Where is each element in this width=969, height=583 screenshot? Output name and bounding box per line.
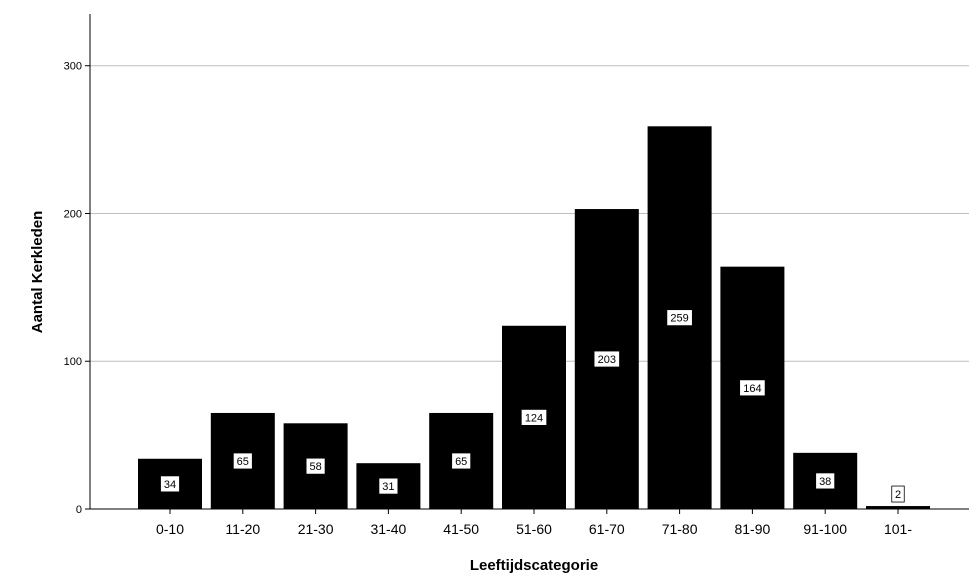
x-tick-label: 41-50 — [443, 521, 479, 537]
y-tick-label: 0 — [76, 504, 82, 516]
data-label: 203 — [598, 354, 616, 366]
data-label: 124 — [525, 412, 543, 424]
data-label-box — [815, 472, 836, 490]
y-tick-label: 200 — [64, 208, 82, 220]
x-tick-label: 101- — [884, 521, 912, 537]
data-label: 164 — [743, 383, 761, 395]
data-label-box — [305, 457, 326, 475]
grid-lines — [90, 65, 969, 362]
y-axis-title: Aantal Kerkleden — [29, 211, 46, 334]
x-tick-label: 61-70 — [589, 521, 625, 537]
data-label: 2 — [895, 489, 901, 501]
data-label-box — [451, 452, 472, 470]
data-label: 34 — [164, 479, 176, 491]
data-label-box — [520, 408, 548, 426]
data-labels-group: 34 65 58 31 65 124 203 259 164 38 2 — [160, 309, 905, 503]
x-tick-label: 21-30 — [298, 521, 334, 537]
x-tick-label: 91-100 — [803, 521, 847, 537]
x-axis-ticks: 0-10 11-20 21-30 31-40 41-50 51-60 61-70 71-80 8… — [156, 509, 912, 537]
data-label-box — [891, 485, 905, 503]
data-label: 38 — [819, 476, 831, 488]
data-label-box — [666, 309, 693, 327]
data-label-box — [232, 452, 253, 470]
x-tick-label: 31-40 — [370, 521, 406, 537]
data-label-box — [593, 350, 620, 368]
x-tick-label: 11-20 — [225, 521, 260, 537]
data-label: 259 — [670, 313, 688, 325]
data-label-box — [378, 477, 399, 495]
data-label: 31 — [382, 481, 394, 493]
bars-group — [138, 126, 930, 509]
data-label-box — [160, 475, 180, 493]
bar — [866, 506, 930, 509]
y-axis-ticks: 0 100 200 300 — [64, 61, 90, 516]
x-tick-label: 71-80 — [662, 521, 698, 537]
x-tick-label: 81-90 — [734, 521, 770, 537]
data-label: 65 — [237, 456, 249, 468]
x-tick-label: 0-10 — [156, 521, 184, 537]
x-tick-label: 51-60 — [516, 521, 552, 537]
y-tick-label: 300 — [64, 61, 82, 73]
data-label-box — [739, 379, 766, 397]
x-axis-title: Leeftijdscategorie — [470, 557, 598, 574]
data-label: 58 — [309, 461, 321, 473]
data-label: 65 — [455, 456, 467, 468]
y-tick-label: 100 — [64, 356, 82, 368]
